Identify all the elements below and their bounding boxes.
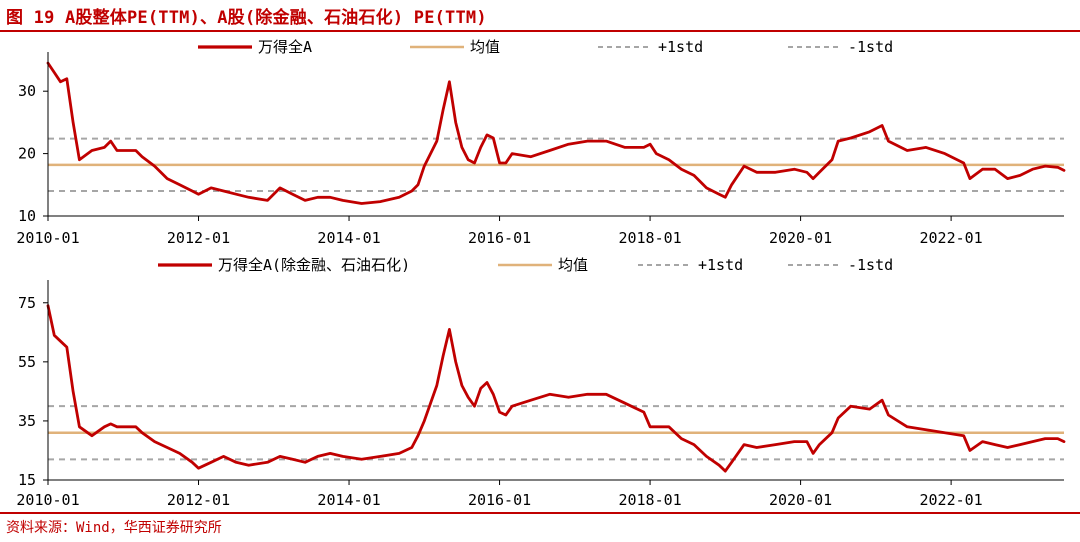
- series-line: [46, 304, 1066, 473]
- legend-minus-1std-label: -1std: [848, 256, 893, 274]
- x-tick-label: 2014-01: [317, 229, 380, 247]
- x-tick-label: 2020-01: [769, 229, 832, 247]
- x-tick-label: 2018-01: [618, 491, 681, 509]
- legend-plus-1std-label: +1std: [698, 256, 743, 274]
- title-underline: [0, 30, 1080, 32]
- x-tick-label: 2012-01: [167, 491, 230, 509]
- y-tick-label: 75: [18, 294, 36, 312]
- y-tick-label: 30: [18, 82, 36, 100]
- x-tick-label: 2016-01: [468, 491, 531, 509]
- source-note: 资料来源：Wind，华西证券研究所: [6, 520, 222, 536]
- series-line: [46, 61, 1066, 205]
- figure-title: 图 19 A股整体PE(TTM)、A股(除金融、石油石化) PE(TTM): [6, 8, 487, 28]
- chart-2: 万得全A(除金融、石油石化) 均值 +1std -1std 15 35 55 75 2010-0…: [16, 256, 1066, 509]
- y-tick-label: 35: [18, 412, 36, 430]
- chart-1: 万得全A 均值 +1std -1std 10 20 30 2010-01 2012-01 2014…: [16, 38, 1066, 247]
- legend-minus-1std-label: -1std: [848, 38, 893, 56]
- y-tick-label: 10: [18, 207, 36, 225]
- x-tick-label: 2012-01: [167, 229, 230, 247]
- x-tick-label: 2022-01: [920, 491, 983, 509]
- x-tick-label: 2022-01: [920, 229, 983, 247]
- legend-mean-label: 均值: [558, 256, 588, 274]
- legend-series-label: 万得全A: [258, 38, 312, 56]
- x-tick-label: 2010-01: [16, 229, 79, 247]
- x-tick-label: 2018-01: [618, 229, 681, 247]
- x-tick-label: 2016-01: [468, 229, 531, 247]
- x-tick-label: 2010-01: [16, 491, 79, 509]
- legend-series-label: 万得全A(除金融、石油石化): [218, 256, 410, 274]
- y-tick-label: 55: [18, 353, 36, 371]
- footer-rule: [0, 512, 1080, 514]
- y-tick-label: 20: [18, 145, 36, 163]
- y-tick-label: 15: [18, 471, 36, 489]
- legend-plus-1std-label: +1std: [658, 38, 703, 56]
- x-tick-label: 2014-01: [317, 491, 380, 509]
- x-tick-label: 2020-01: [769, 491, 832, 509]
- legend-mean-label: 均值: [470, 38, 500, 56]
